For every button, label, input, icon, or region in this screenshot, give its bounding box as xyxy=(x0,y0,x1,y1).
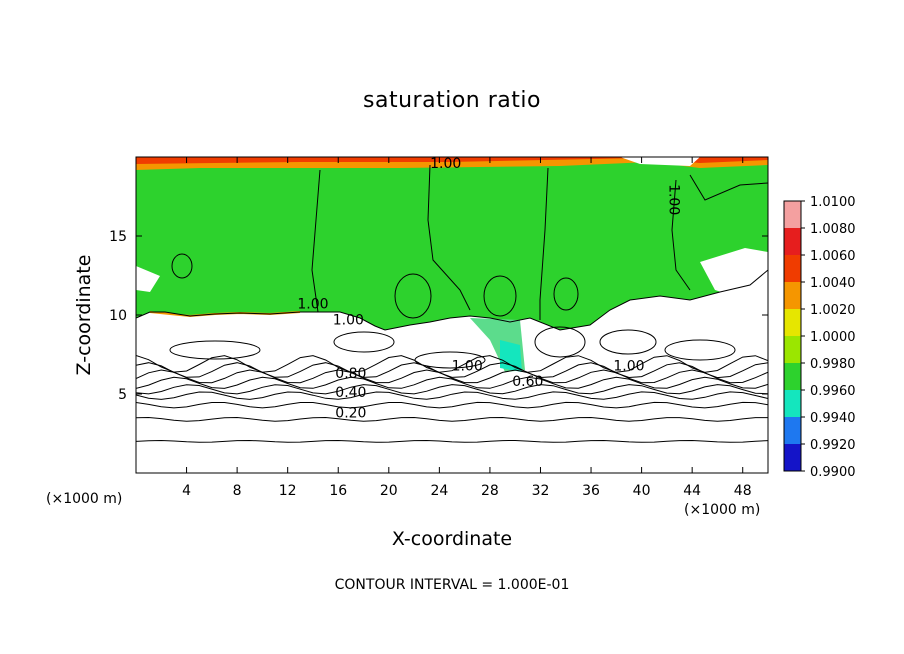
contour-line xyxy=(534,326,586,358)
colorbar-segment xyxy=(784,255,801,283)
contour-label: 1.00 xyxy=(333,312,364,328)
colorbar-label: 1.0080 xyxy=(810,222,856,237)
colorbar-segment xyxy=(784,363,801,391)
x-tick-label: 32 xyxy=(532,483,550,499)
contour-line xyxy=(671,179,691,291)
contour-line xyxy=(414,351,486,369)
colorbar-label: 0.9940 xyxy=(810,411,856,426)
contour-line xyxy=(427,164,471,311)
x-tick-label: 36 xyxy=(582,483,600,499)
colorbar-segment xyxy=(784,282,801,310)
contour-line xyxy=(136,401,768,409)
x-tick-label: 4 xyxy=(182,483,191,499)
colorbar-label: 0.9920 xyxy=(810,438,856,453)
contour-label: 1.00 xyxy=(297,297,328,313)
colorbar-segment xyxy=(784,336,801,364)
contour-line xyxy=(539,167,549,320)
contour-interval-note: CONTOUR INTERVAL = 1.000E-01 xyxy=(334,577,570,593)
colorbar-segment xyxy=(784,201,801,229)
colorbar-label: 1.0040 xyxy=(810,276,856,291)
unsaturated-pocket xyxy=(136,266,160,292)
contour-label: 1.00 xyxy=(452,358,483,374)
contour-line xyxy=(553,277,579,311)
field-layer xyxy=(136,157,768,473)
colorbar-label: 1.0000 xyxy=(810,330,856,345)
colorbar-label: 1.0020 xyxy=(810,303,856,318)
colorbar-label: 0.9960 xyxy=(810,384,856,399)
unsaturated-pocket xyxy=(700,248,768,300)
contour-label: 1.00 xyxy=(665,184,681,215)
contour-line xyxy=(169,340,261,360)
y-tick-label: 15 xyxy=(109,229,127,245)
contour-label: 1.00 xyxy=(430,156,461,172)
colorbar-label: 0.9980 xyxy=(810,357,856,372)
colorbar-label: 1.0060 xyxy=(810,249,856,264)
contour-line xyxy=(333,331,395,353)
x-tick-label: 28 xyxy=(481,483,499,499)
x-tick-label: 12 xyxy=(279,483,297,499)
colorbar-segment xyxy=(784,390,801,418)
y-tick-label: 10 xyxy=(109,308,127,324)
contour-label: 0.40 xyxy=(335,385,366,401)
contour-label: 0.60 xyxy=(512,374,543,390)
contour-line xyxy=(599,329,657,355)
contour-line xyxy=(136,384,768,395)
contour-line xyxy=(311,169,321,313)
x-tick-label: 48 xyxy=(734,483,752,499)
x-axis-label: X-coordinate xyxy=(391,528,513,550)
colorbar-segment xyxy=(784,417,801,445)
contour-label: 0.80 xyxy=(335,366,366,382)
contour-line xyxy=(689,174,768,201)
contour-line xyxy=(394,273,432,319)
contour-line xyxy=(136,157,768,331)
x-tick-label: 16 xyxy=(329,483,347,499)
contour-line xyxy=(136,376,768,389)
supersaturated-band xyxy=(136,157,768,164)
contour-line xyxy=(136,355,768,373)
x-tick-label: 8 xyxy=(233,483,242,499)
colorbar-segment xyxy=(784,309,801,337)
colorbar-label: 1.0100 xyxy=(810,195,856,210)
y-axis-label: Z-coordinate xyxy=(73,254,95,376)
contour-label: 0.20 xyxy=(335,406,366,422)
contour-line xyxy=(136,369,768,384)
contour-label: 1.00 xyxy=(613,358,644,374)
colorbar-segment xyxy=(784,444,801,472)
contour-line xyxy=(171,253,193,279)
x-tick-label: 40 xyxy=(633,483,651,499)
x-tick-label: 20 xyxy=(380,483,398,499)
contour-line xyxy=(664,339,736,361)
x-tick-label: 44 xyxy=(683,483,701,499)
unsaturated-pocket xyxy=(620,157,700,166)
contour-line xyxy=(136,391,768,400)
colorbar-segment xyxy=(784,228,801,256)
contour-line xyxy=(136,416,768,422)
contour-line xyxy=(136,439,768,443)
chart-title: saturation ratio xyxy=(363,88,541,113)
x-unit-label-right: (×1000 m) xyxy=(684,502,761,518)
saturated-region xyxy=(500,340,522,372)
contour-line xyxy=(483,275,517,317)
colorbar-label: 0.9900 xyxy=(810,465,856,480)
x-tick-label: 24 xyxy=(430,483,448,499)
x-unit-label-left: (×1000 m) xyxy=(46,491,123,507)
saturated-region xyxy=(136,157,768,330)
contour-line xyxy=(136,362,768,379)
y-tick-label: 5 xyxy=(118,387,127,403)
